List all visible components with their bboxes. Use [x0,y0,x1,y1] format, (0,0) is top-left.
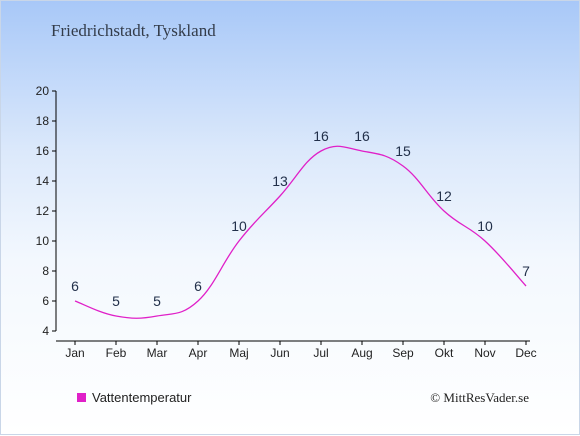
x-tick-label: Jul [313,346,328,360]
y-tick-label: 10 [36,234,50,248]
x-tick-label: Dec [515,346,536,360]
data-label: 5 [112,293,120,309]
x-tick-label: Feb [106,346,127,360]
y-tick-label: 4 [42,324,49,338]
x-tick-label: Sep [392,346,414,360]
y-tick-label: 14 [36,174,50,188]
legend-label: Vattentemperatur [92,390,192,405]
data-label: 6 [71,278,79,294]
x-tick-label: Jun [270,346,289,360]
data-label: 13 [272,173,288,189]
data-label: 6 [194,278,202,294]
y-tick-label: 8 [42,264,49,278]
x-tick-label: Aug [351,346,372,360]
y-tick-label: 18 [36,114,50,128]
legend: Vattentemperatur [77,390,191,405]
x-tick-label: Nov [474,346,495,360]
y-tick-label: 6 [42,294,49,308]
data-label: 10 [231,218,247,234]
x-tick-label: Maj [229,346,248,360]
data-label: 16 [354,128,370,144]
data-label: 15 [395,143,411,159]
x-tick-label: Mar [147,346,168,360]
data-label: 5 [153,293,161,309]
y-tick-label: 20 [36,84,50,98]
series-line-vattentemperatur [74,145,527,319]
data-label: 10 [477,218,493,234]
y-tick-label: 12 [36,204,50,218]
chart-title: Friedrichstadt, Tyskland [51,21,216,40]
axes: 4 6 8 10 12 14 16 18 20 Jan Feb Mar Apr Maj Jun Jul Aug S… [36,84,537,360]
data-label: 7 [522,263,530,279]
x-tick-label: Jan [65,346,84,360]
legend-swatch [77,393,86,402]
credit-text: © MittResVader.se [430,390,529,405]
x-tick-label: Apr [189,346,208,360]
x-tick-label: Okt [435,346,454,360]
data-label: 12 [436,188,452,204]
data-label: 16 [313,128,329,144]
y-tick-label: 16 [36,144,50,158]
series-layer [74,145,527,319]
data-labels: 6 5 5 6 10 13 16 16 15 12 10 7 [71,128,530,309]
